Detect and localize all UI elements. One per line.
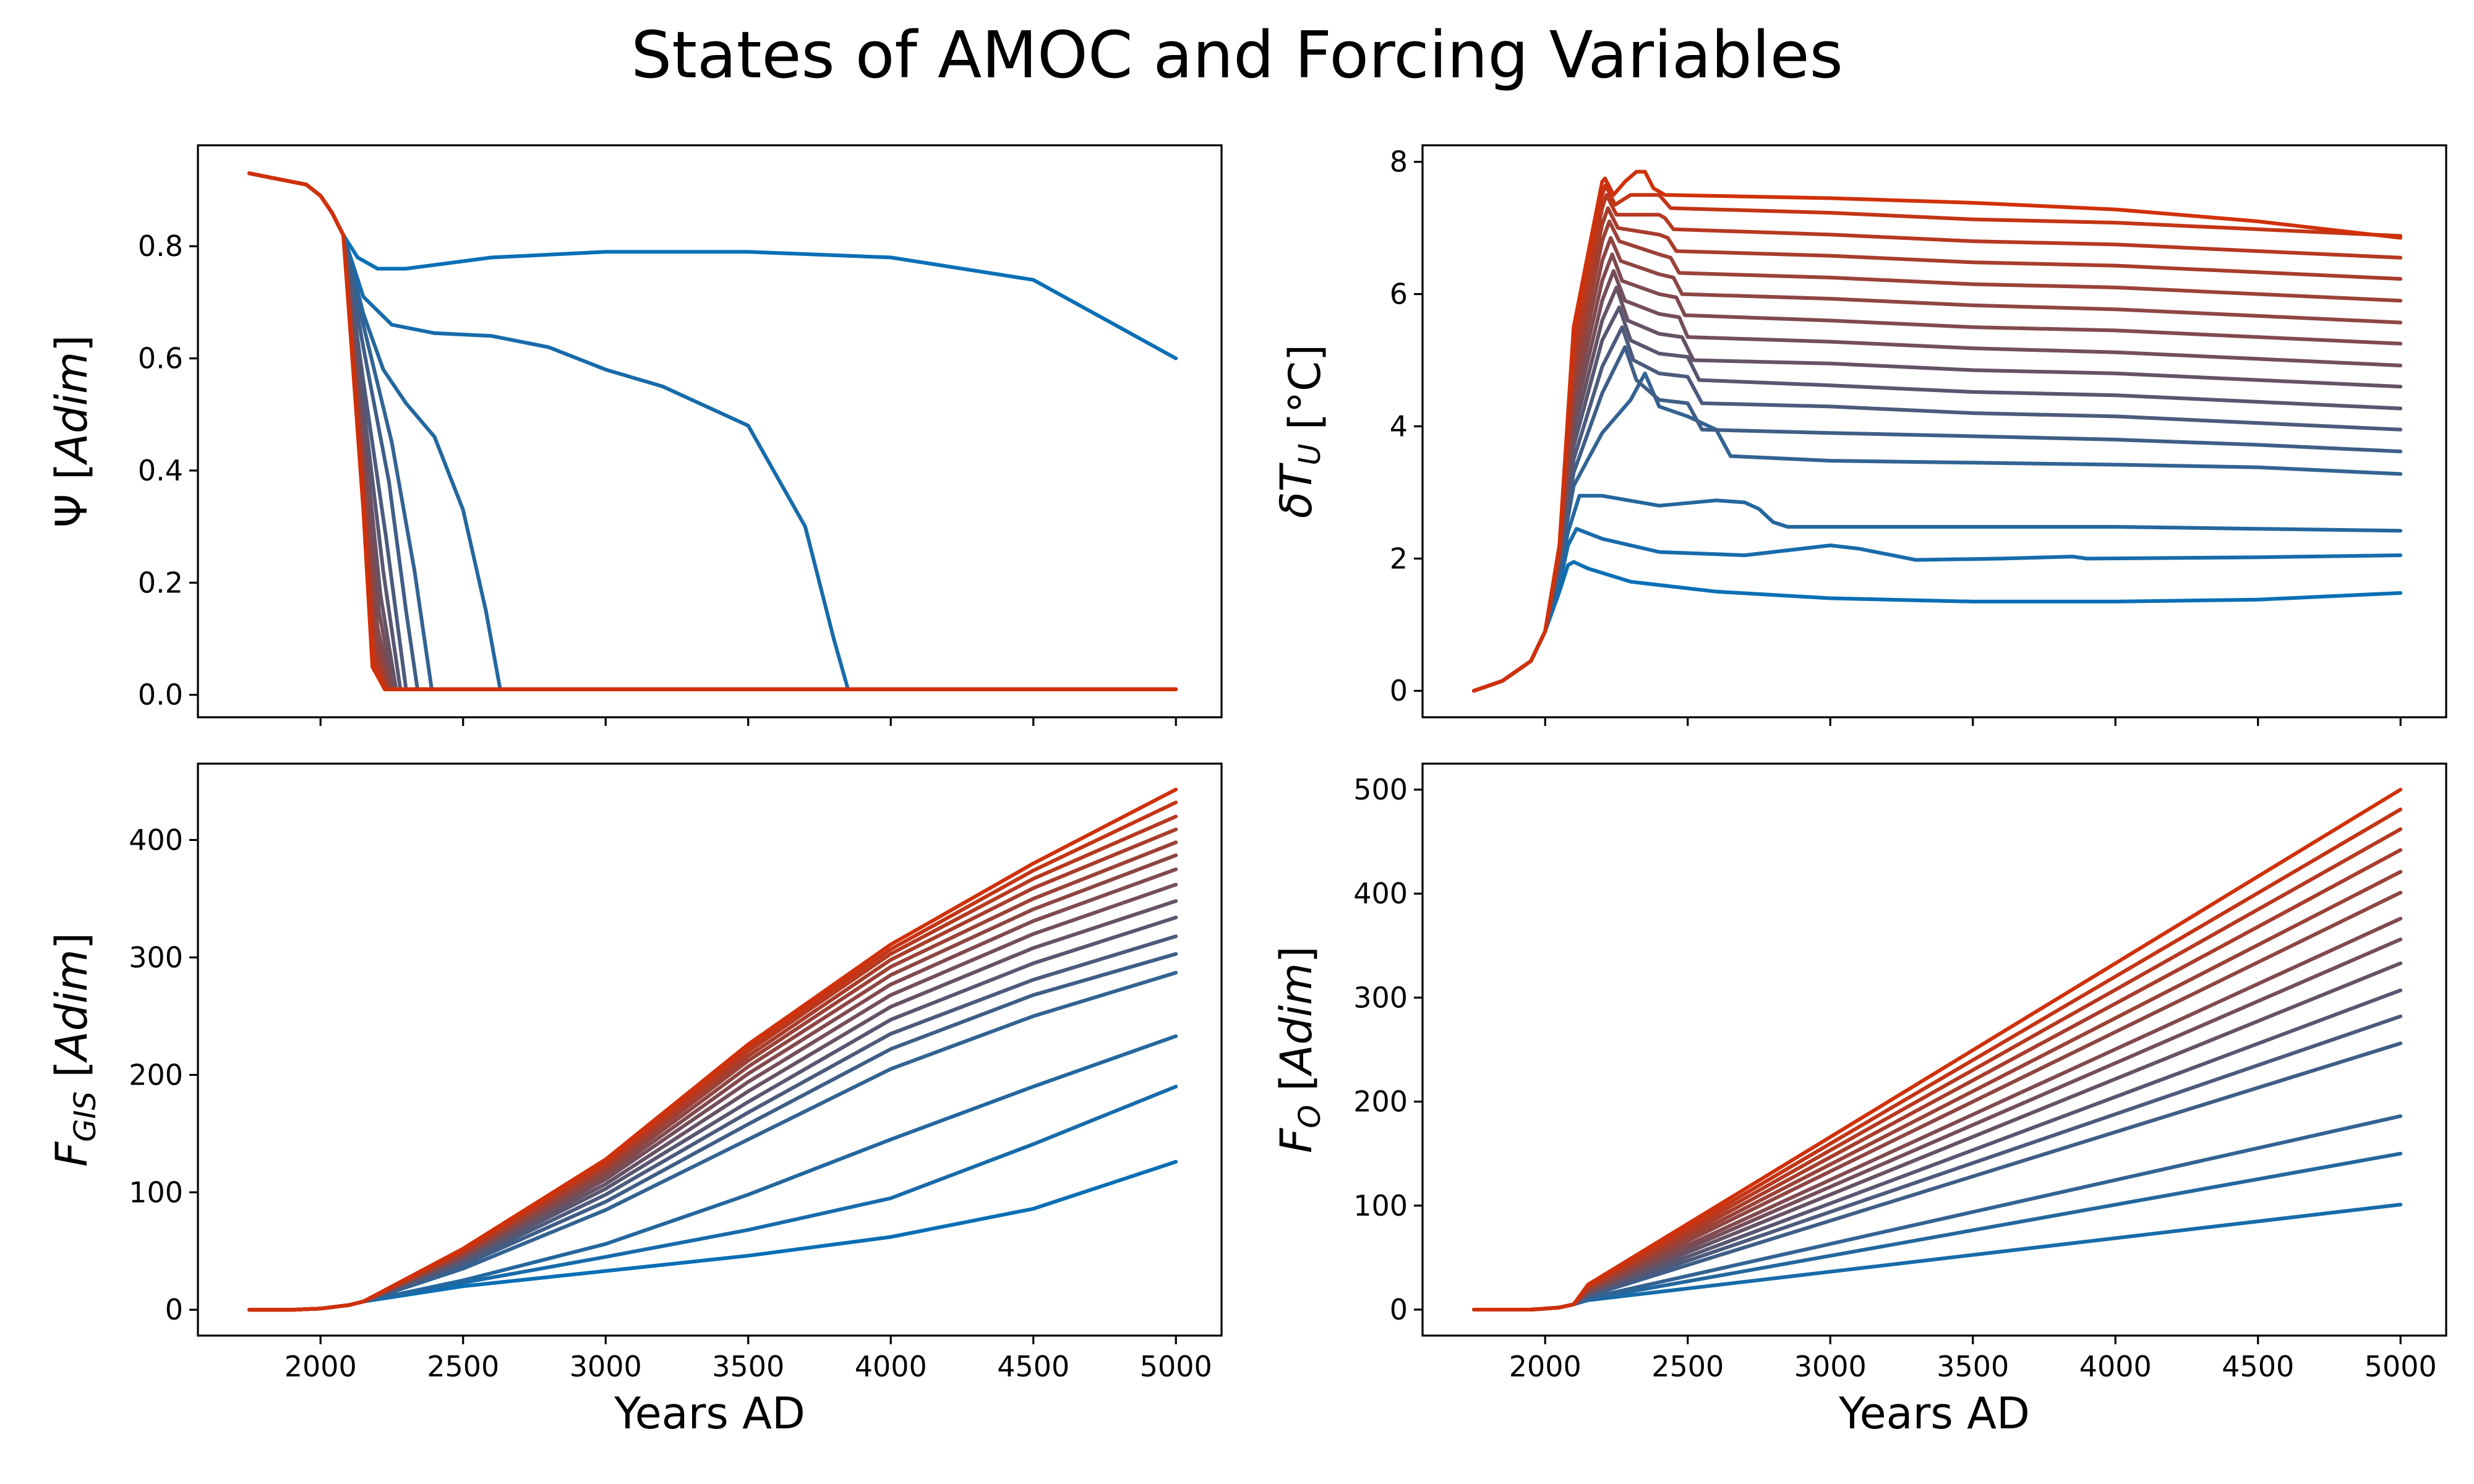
y-tick-label: 8 — [1390, 145, 1408, 179]
x-tick-label: 4000 — [855, 1350, 927, 1383]
y-tick-label: 2 — [1390, 542, 1408, 575]
y-tick-label: 0 — [1390, 1293, 1408, 1326]
axes-frame — [197, 144, 1223, 719]
y-tick-label: 100 — [129, 1175, 183, 1209]
y-axis-label: Ψ [Adim] — [46, 335, 97, 528]
x-tick-label: 5000 — [2365, 1350, 2437, 1383]
series-group — [247, 787, 1178, 1312]
y-tick-label: 100 — [1353, 1189, 1408, 1222]
y-tick-label: 0.8 — [138, 229, 183, 263]
panel-fo: 2000 2500 3000 3500 4000 4500 5000 0 100 200 300 40… — [1271, 762, 2447, 1439]
x-axis-label: Years AD — [1838, 1388, 2030, 1439]
y-tick-label: 6 — [1390, 278, 1408, 311]
x-tick-label: 3500 — [1937, 1350, 2009, 1383]
x-tick-label: 3000 — [570, 1350, 642, 1383]
y-tick-label: 0.4 — [138, 454, 183, 487]
y-tick-label: 0 — [1390, 674, 1408, 707]
y-tick-label: 300 — [1353, 981, 1408, 1014]
series-group — [247, 171, 1178, 691]
series-line-15 — [1472, 788, 2403, 1311]
y-tick-label: 200 — [1353, 1085, 1408, 1119]
x-tick-label: 2000 — [285, 1350, 357, 1383]
y-axis-label: FO [Adim] — [1271, 946, 1327, 1153]
y-tick-label: 0 — [165, 1293, 183, 1326]
series-line-16 — [1472, 169, 2403, 693]
x-tick-label: 3500 — [712, 1350, 784, 1383]
y-axis-label: δTU [°C] — [1271, 344, 1330, 518]
series-group — [1472, 169, 2403, 693]
y-tick-label: 200 — [129, 1058, 183, 1091]
x-tick-label: 2000 — [1509, 1350, 1582, 1383]
axes-frame — [1421, 144, 2447, 719]
series-group — [1472, 788, 2403, 1311]
y-tick-label: 0.0 — [138, 678, 183, 712]
y-tick-label: 500 — [1353, 773, 1408, 806]
panel-psi: 0.0 0.2 0.4 0.6 0.8 Ψ [Adim] — [46, 144, 1223, 726]
figure-title: States of AMOC and Forcing Variables — [631, 17, 1843, 93]
x-tick-label: 4500 — [997, 1350, 1069, 1383]
y-tick-label: 4 — [1390, 409, 1408, 443]
x-tick-label: 4500 — [2222, 1350, 2294, 1383]
x-tick-label: 4000 — [2079, 1350, 2152, 1383]
y-axis-label: FGIS [Adim] — [46, 932, 103, 1167]
x-tick-label: 3000 — [1794, 1350, 1867, 1383]
x-axis-label: Years AD — [614, 1388, 805, 1439]
y-tick-label: 0.6 — [138, 342, 183, 375]
axes-frame — [197, 762, 1223, 1337]
x-tick-label: 5000 — [1140, 1350, 1212, 1383]
panel-fgis: 2000 2500 3000 3500 4000 4500 5000 0 100 200 300 40… — [46, 762, 1223, 1439]
x-tick-label: 2500 — [427, 1350, 499, 1383]
y-tick-label: 0.2 — [138, 566, 183, 599]
y-tick-label: 400 — [129, 823, 183, 856]
y-tick-label: 400 — [1353, 877, 1408, 910]
series-line-16 — [247, 171, 1178, 691]
series-line-16 — [247, 787, 1178, 1312]
axes-frame — [1421, 762, 2447, 1337]
panel-dtu: 0 2 4 6 8 δTU [°C] — [1271, 144, 2447, 726]
y-tick-label: 300 — [129, 940, 183, 974]
x-tick-label: 2500 — [1651, 1350, 1724, 1383]
